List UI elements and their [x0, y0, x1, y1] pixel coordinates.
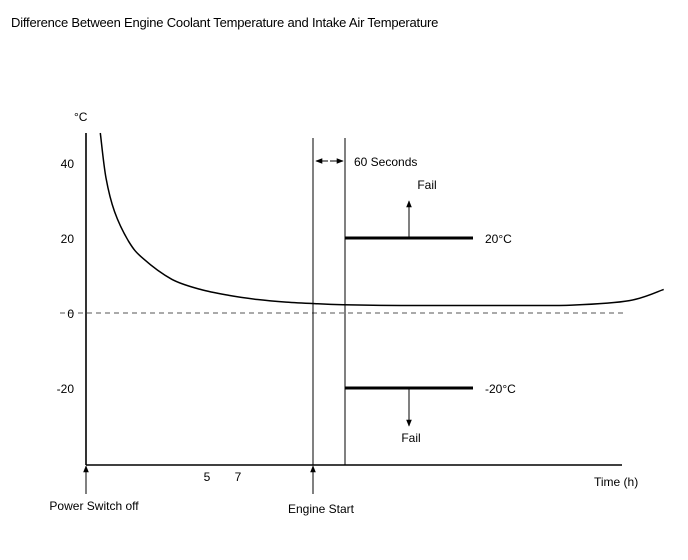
y-tick-label: 0: [67, 307, 74, 321]
fail-label: Fail: [417, 178, 436, 192]
fail-label: Fail: [401, 431, 420, 445]
threshold-label: 20°C: [485, 232, 512, 246]
y-tick-label: 40: [61, 157, 75, 171]
x-tick-label: 5: [204, 470, 211, 484]
threshold-label: -20°C: [485, 382, 516, 396]
x-axis-label: Time (h): [594, 475, 638, 489]
chart-title: Difference Between Engine Coolant Temper…: [11, 15, 439, 30]
y-tick-label: -20: [57, 382, 75, 396]
series-line: [99, 132, 664, 307]
y-axis-unit: °C: [74, 110, 88, 124]
y-tick-label: 20: [61, 232, 75, 246]
interval-label: 60 Seconds: [354, 155, 417, 169]
event-label: Engine Start: [288, 502, 355, 516]
event-label: Power Switch off: [49, 499, 139, 513]
x-tick-label: 7: [235, 470, 242, 484]
